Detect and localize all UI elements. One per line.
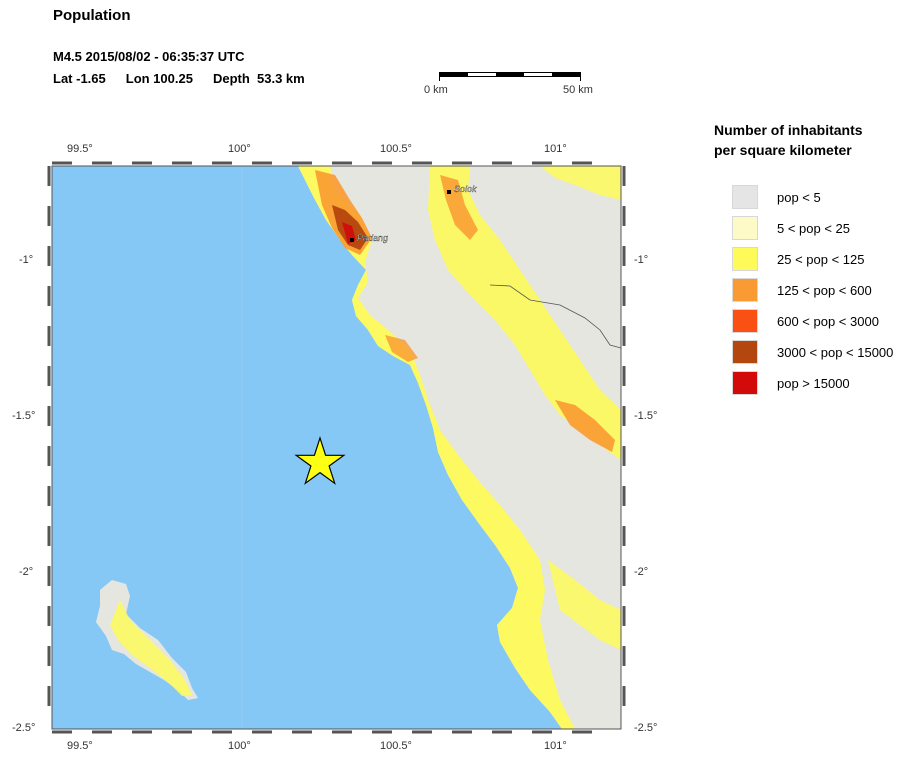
legend-label: 5 < pop < 25	[777, 220, 851, 236]
legend-swatch	[732, 309, 758, 333]
legend-item: 25 < pop < 125	[732, 246, 864, 272]
legend-title: Number of inhabitants per square kilomet…	[714, 120, 863, 160]
lat-tick-right-3: -2°	[634, 566, 649, 578]
scale-label-start: 0 km	[424, 84, 448, 96]
lon-tick-top-3: 100.5°	[380, 143, 412, 155]
legend-label: pop < 5	[777, 189, 821, 205]
legend-title-line-2: per square kilometer	[714, 142, 852, 158]
lon-tick-bottom-3: 100.5°	[380, 740, 412, 752]
event-lon: Lon 100.25	[125, 71, 193, 86]
lat-tick-right-1: -1°	[634, 254, 649, 266]
legend-swatch	[732, 247, 758, 271]
river-line	[489, 284, 622, 349]
event-lat: Lat -1.65	[53, 71, 106, 86]
event-info: M4.5 2015/08/02 - 06:35:37 UTC	[53, 49, 245, 64]
legend-label: 3000 < pop < 15000	[777, 344, 894, 360]
legend-swatch	[732, 340, 758, 364]
lon-tick-bottom-2: 100°	[228, 740, 251, 752]
scale-tick-end	[580, 72, 581, 81]
map-title: Population	[53, 7, 131, 24]
lon-tick-top-4: 101°	[544, 143, 567, 155]
lon-tick-top-1: 99.5°	[67, 143, 93, 155]
legend-label: pop > 15000	[777, 375, 850, 391]
city-marker-padang[interactable]	[350, 238, 354, 242]
event-location: Lat -1.65 Lon 100.25 Depth 53.3 km	[53, 71, 325, 86]
legend-swatch	[732, 278, 758, 302]
legend-item: pop < 5	[732, 184, 821, 210]
legend-item: 5 < pop < 25	[732, 215, 850, 241]
lat-tick-left-1: -1°	[19, 254, 34, 266]
city-label-padang: Padang	[357, 233, 388, 243]
scale-label-end: 50 km	[563, 84, 593, 96]
legend-item: pop > 15000	[732, 370, 850, 396]
legend-swatch	[732, 185, 758, 209]
legend-item: 125 < pop < 600	[732, 277, 872, 303]
map-frame	[51, 165, 622, 730]
lon-tick-bottom-4: 101°	[544, 740, 567, 752]
legend-label: 125 < pop < 600	[777, 282, 872, 298]
lat-tick-left-4: -2.5°	[12, 722, 36, 734]
legend-item: 3000 < pop < 15000	[732, 339, 893, 365]
legend-swatch	[732, 371, 758, 395]
legend-label: 25 < pop < 125	[777, 251, 865, 267]
epicenter-star-icon[interactable]	[294, 436, 346, 485]
lat-tick-right-2: -1.5°	[634, 410, 658, 422]
event-depth: Depth 53.3 km	[212, 71, 305, 86]
legend-label: 600 < pop < 3000	[777, 313, 879, 329]
lat-tick-right-4: -2.5°	[634, 722, 658, 734]
scale-tick-start	[439, 72, 440, 81]
lon-tick-top-2: 100°	[228, 143, 251, 155]
population-shading	[110, 166, 621, 729]
lat-tick-left-3: -2°	[19, 566, 34, 578]
city-label-solok: Solok	[454, 184, 477, 194]
city-marker-solok[interactable]	[447, 190, 451, 194]
lon-tick-bottom-1: 99.5°	[67, 740, 93, 752]
legend-item: 600 < pop < 3000	[732, 308, 879, 334]
legend-title-line-1: Number of inhabitants	[714, 122, 863, 138]
lat-tick-left-2: -1.5°	[12, 410, 36, 422]
frame-ticks	[47, 161, 626, 734]
legend-swatch	[732, 216, 758, 240]
